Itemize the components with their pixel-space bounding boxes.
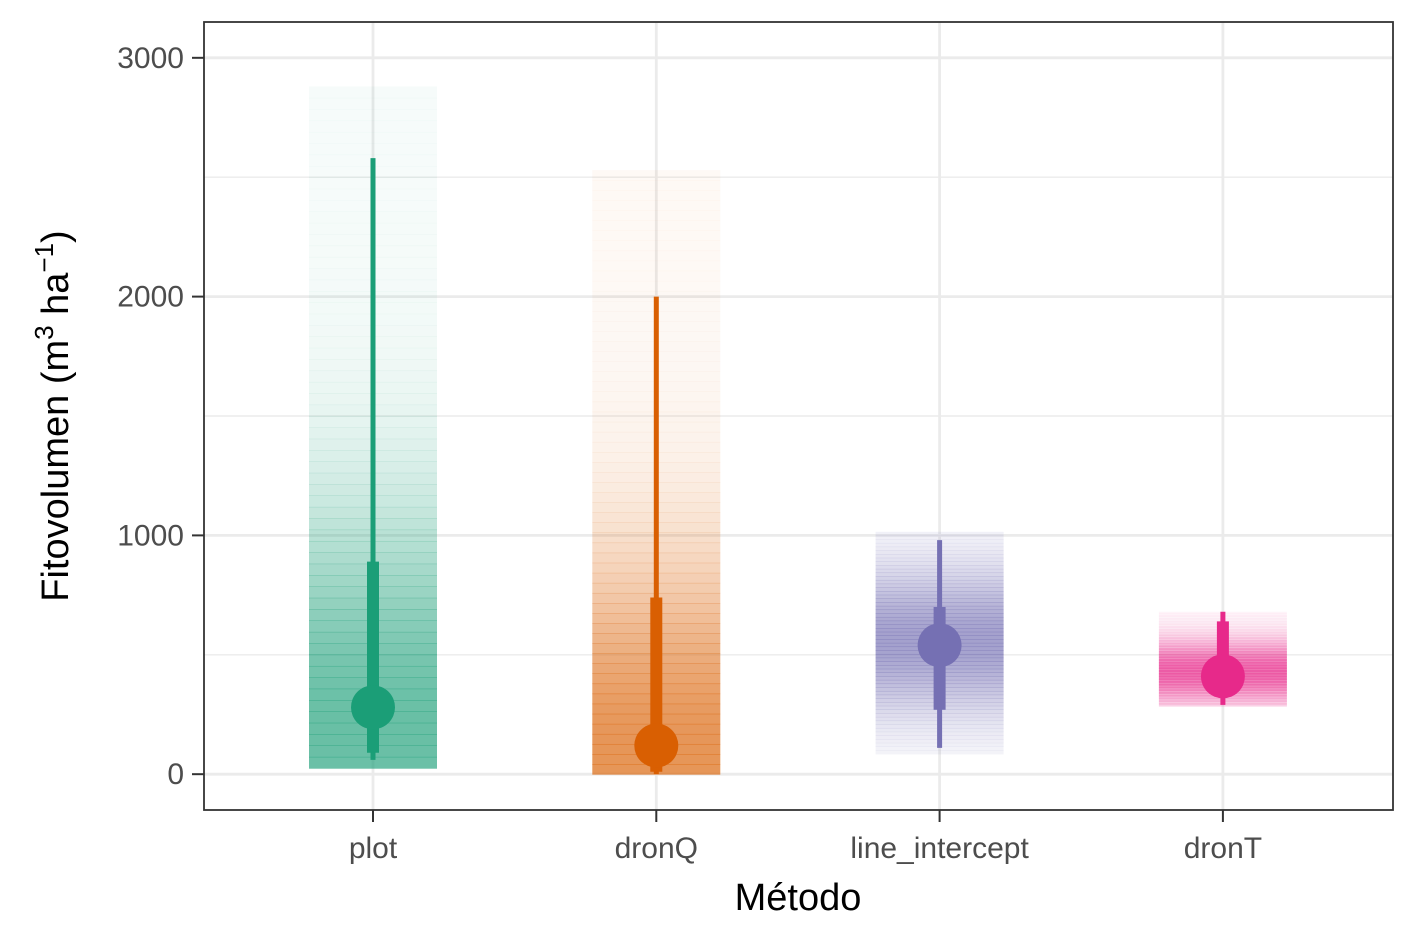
density-band-dronQ — [592, 240, 721, 252]
point-estimate-plot — [351, 685, 395, 730]
point-estimate-line-intercept — [917, 623, 962, 668]
y-axis-title: Fitovolumen (m3 ha−1) — [29, 230, 77, 601]
x-axis-ticks: plot dronQ line_intercept dronT — [349, 810, 1262, 865]
y-tick-label: 0 — [167, 758, 184, 791]
panel-border — [203, 21, 1394, 811]
y-axis-title-main: Fitovolumen (m — [35, 340, 77, 602]
x-tick-label-plot: plot — [349, 832, 398, 865]
density-band-dronQ — [592, 210, 721, 221]
density-band-plot — [309, 143, 437, 156]
density-band-line-intercept — [875, 535, 1004, 540]
y-tick-label: 1000 — [117, 519, 184, 552]
x-tick-label-line-intercept: line_intercept — [850, 832, 1029, 865]
y-axis-ticks: 0 1000 2000 3000 — [117, 42, 204, 791]
density-band-dronQ — [592, 280, 721, 292]
density-band-dronQ — [592, 190, 721, 201]
density-band-dronQ — [592, 230, 721, 242]
x-tick-label-dronQ: dronQ — [615, 832, 698, 865]
density-band-dronQ — [592, 170, 721, 181]
density-band-line-intercept — [875, 531, 1004, 537]
density-band-plot — [309, 131, 437, 144]
y-tick-label: 2000 — [117, 281, 184, 314]
y-axis-title-sup2: −1 — [29, 243, 59, 273]
x-tick-label-dronT: dronT — [1184, 832, 1262, 865]
x-axis-title: Método — [735, 877, 862, 919]
density-band-dronQ — [592, 250, 721, 262]
y-axis-title-middle: ha — [35, 272, 77, 326]
density-band-plot — [309, 97, 437, 110]
point-estimate-dronQ — [634, 723, 679, 768]
density-band-dronQ — [592, 200, 721, 211]
density-band-plot — [309, 86, 437, 99]
density-band-dronT — [1158, 704, 1287, 707]
density-band-line-intercept — [875, 750, 1004, 755]
point-estimate-dronT — [1200, 654, 1245, 699]
density-band-dronQ — [592, 220, 721, 231]
density-band-plot — [309, 756, 437, 769]
density-band-dronQ — [592, 270, 721, 282]
y-tick-label: 3000 — [117, 42, 184, 75]
density-band-dronQ — [592, 180, 721, 191]
density-band-line-intercept — [875, 746, 1004, 751]
density-band-plot — [309, 120, 437, 133]
plot-panel — [204, 22, 1393, 810]
y-axis-title-sup1: 3 — [29, 325, 59, 339]
point-layer — [351, 623, 1245, 768]
y-axis-title-end: ) — [35, 230, 77, 243]
density-band-plot — [309, 109, 437, 122]
density-band-dronQ — [592, 260, 721, 272]
density-band-dronQ — [592, 290, 721, 302]
